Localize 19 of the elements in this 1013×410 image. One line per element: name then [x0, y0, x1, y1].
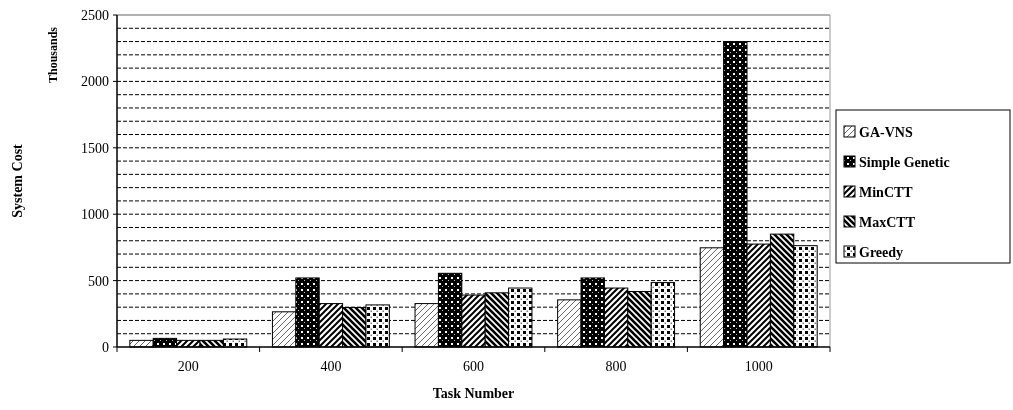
legend-label: GA-VNS [859, 124, 913, 140]
x-axis-title: Task Number [432, 386, 515, 401]
y-tick-label: 1000 [81, 207, 109, 223]
y-tick-label: 0 [102, 339, 109, 355]
y-tick-label: 2500 [81, 7, 109, 23]
text: Thousands [46, 26, 60, 84]
x-tick-label: 400 [320, 359, 342, 374]
legend-label: Simple Genetic [859, 154, 950, 170]
x-tick-label: 1000 [744, 359, 773, 374]
y-axis-title: System Cost [10, 143, 25, 218]
y-tick-label: 2000 [81, 74, 109, 90]
x-tick-label: 600 [463, 359, 484, 374]
y-tick-label: 1500 [81, 140, 109, 156]
x-tick-label: 800 [605, 359, 627, 374]
legend-label: Greedy [859, 244, 904, 260]
x-tick-label: 200 [177, 359, 199, 374]
legend-label: MinCTT [859, 184, 914, 200]
legend-label: MaxCTT [859, 214, 916, 230]
y-tick-label: 500 [88, 273, 109, 289]
